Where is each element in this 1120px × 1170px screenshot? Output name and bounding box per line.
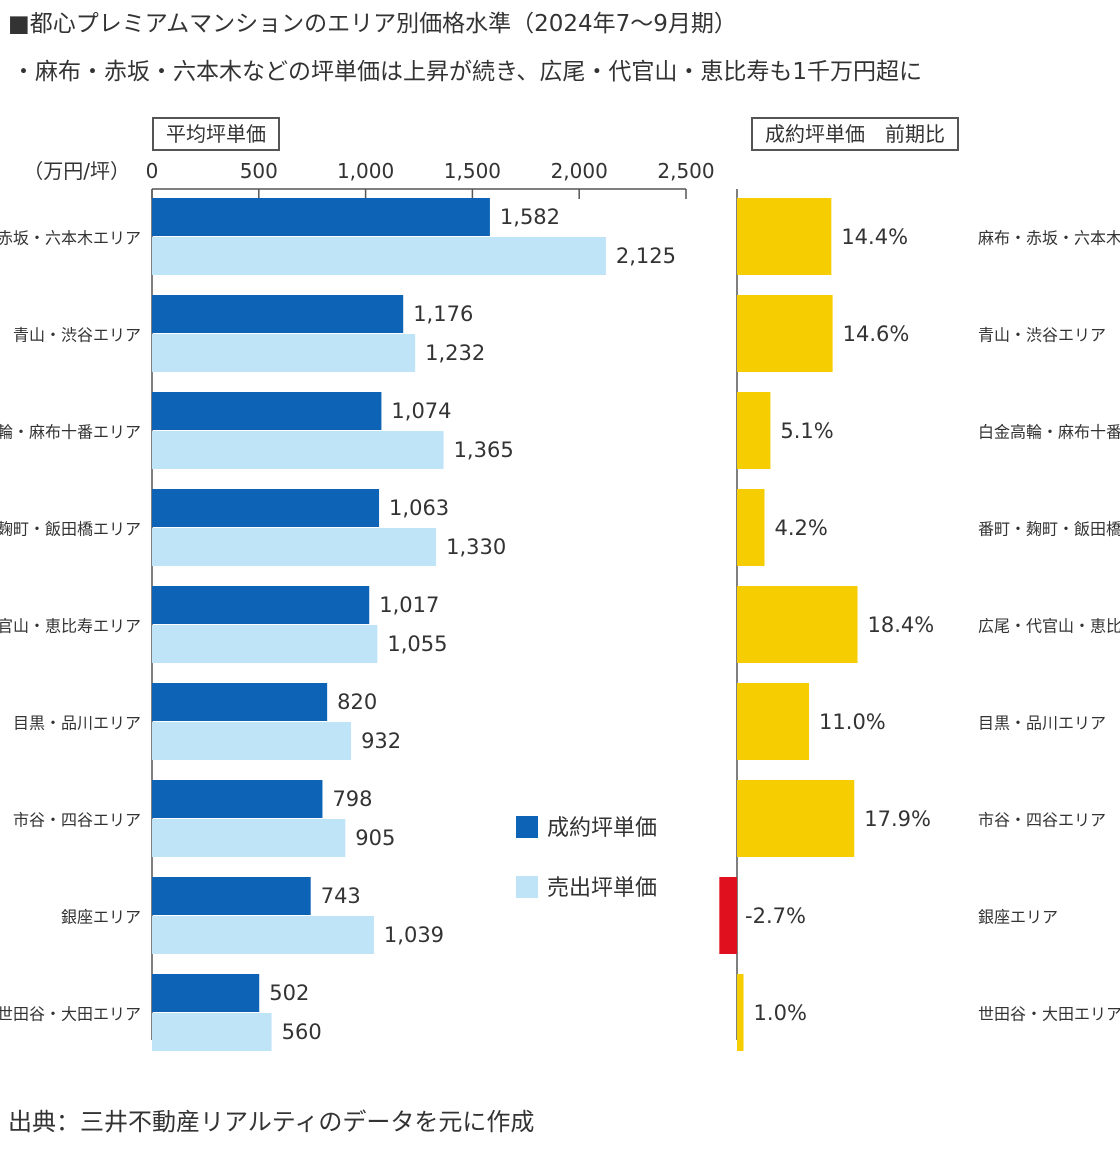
listing-price-label: 1,055 [387, 632, 447, 656]
change-value-label: 1.0% [754, 1001, 807, 1025]
listing-price-bar [152, 722, 352, 760]
change-bar [737, 586, 858, 663]
listing-price-label: 1,365 [454, 438, 514, 462]
source-note: 出典：三井不動産リアルティのデータを元に作成 [8, 1108, 535, 1136]
category-label-right: 市谷・四谷エリア [978, 811, 1106, 830]
category-label-left: 麻布・赤坂・六本木エリア [0, 229, 141, 248]
listing-price-bar [152, 431, 444, 469]
category-label-right: 銀座エリア [978, 908, 1058, 927]
change-value-label: 5.1% [780, 419, 833, 443]
change-bar [737, 198, 832, 275]
listing-price-label: 2,125 [616, 244, 676, 268]
change-value-label: 17.9% [864, 807, 931, 831]
change-bar [737, 780, 855, 857]
listing-price-bar [152, 237, 606, 275]
contract-price-bar [152, 974, 260, 1012]
change-value-label: 18.4% [868, 613, 935, 637]
chart-canvas: （万円/坪） 0 500 1,000 1,500 2,000 2,500 麻布・赤坂・六本木エ… [0, 159, 1120, 1051]
contract-price-label: 1,063 [389, 496, 449, 520]
category-label-left: 白金高輪・麻布十番エリア [0, 423, 141, 442]
change-value-label: -2.7% [745, 904, 806, 928]
category-label-right: 青山・渋谷エリア [978, 326, 1106, 345]
listing-price-label: 905 [355, 826, 395, 850]
category-label-right: 白金高輪・麻布十番エリア [978, 423, 1120, 442]
contract-price-label: 820 [337, 690, 377, 714]
contract-price-label: 798 [332, 787, 372, 811]
change-value-label: 11.0% [819, 710, 886, 734]
category-label-right: 番町・麹町・飯田橋エリア [978, 520, 1120, 539]
listing-price-bar [152, 916, 374, 954]
category-label-left: 世田谷・大田エリア [0, 1005, 141, 1024]
listing-price-bar [152, 334, 416, 372]
left-chart-title-box: 平均坪単価 [152, 117, 280, 151]
x-axis-unit-label: （万円/坪） [23, 159, 130, 183]
legend-swatch-listing [516, 876, 538, 898]
contract-price-label: 502 [269, 981, 309, 1005]
change-bar [737, 974, 744, 1051]
contract-price-bar [152, 877, 311, 915]
category-label-left: 広尾・代官山・恵比寿エリア [0, 617, 141, 636]
x-axis-tick-label: 0 [146, 159, 159, 183]
listing-price-bar [152, 625, 378, 663]
change-value-label: 14.6% [843, 322, 910, 346]
chart-title: ■都心プレミアムマンションのエリア別価格水準（2024年7～9月期） [8, 11, 737, 37]
legend-label-listing: 売出坪単価 [547, 876, 657, 901]
change-bar [737, 489, 765, 566]
contract-price-bar [152, 295, 404, 333]
x-axis-tick-label: 2,000 [551, 159, 608, 183]
contract-price-bar [152, 198, 490, 236]
contract-price-bar [152, 392, 382, 430]
category-label-right: 目黒・品川エリア [978, 714, 1106, 733]
category-label-left: 市谷・四谷エリア [13, 811, 141, 830]
legend-swatch-contract [516, 816, 538, 838]
x-axis-tick-label: 1,500 [444, 159, 501, 183]
category-label-right: 麻布・赤坂・六本木エリア [978, 229, 1120, 248]
listing-price-label: 1,039 [384, 923, 444, 947]
listing-price-bar [152, 528, 437, 566]
change-bar [737, 683, 810, 760]
x-axis-tick-label: 2,500 [657, 159, 714, 183]
listing-price-label: 1,330 [446, 535, 506, 559]
contract-price-bar [152, 586, 370, 624]
category-label-left: 青山・渋谷エリア [13, 326, 141, 345]
x-axis-tick-label: 500 [240, 159, 278, 183]
listing-price-bar [152, 1013, 272, 1051]
x-axis-tick-label: 1,000 [337, 159, 394, 183]
listing-price-label: 560 [282, 1020, 322, 1044]
category-label-left: 番町・麹町・飯田橋エリア [0, 520, 141, 539]
contract-price-label: 1,176 [413, 302, 473, 326]
listing-price-bar [152, 819, 346, 857]
change-bar [737, 392, 771, 469]
change-value-label: 4.2% [775, 516, 828, 540]
listing-price-label: 932 [361, 729, 401, 753]
contract-price-label: 1,074 [391, 399, 451, 423]
contract-price-label: 1,582 [500, 205, 560, 229]
change-value-label: 14.4% [841, 225, 908, 249]
change-bar [737, 295, 833, 372]
category-label-right: 広尾・代官山・恵比寿エリア [978, 617, 1120, 636]
category-label-right: 世田谷・大田エリア [978, 1005, 1120, 1024]
chart-subtitle: ・麻布・赤坂・六本木などの坪単価は上昇が続き、広尾・代官山・恵比寿も1千万円超に [12, 59, 923, 85]
category-label-left: 目黒・品川エリア [13, 714, 141, 733]
category-label-left: 銀座エリア [61, 908, 141, 927]
contract-price-bar [152, 489, 380, 527]
legend-label-contract: 成約坪単価 [547, 816, 657, 841]
contract-price-bar [152, 683, 328, 721]
listing-price-label: 1,232 [425, 341, 485, 365]
contract-price-label: 1,017 [379, 593, 439, 617]
right-chart-title-box: 成約坪単価 前期比 [751, 117, 959, 151]
contract-price-bar [152, 780, 323, 818]
contract-price-label: 743 [321, 884, 361, 908]
change-bar [719, 877, 737, 954]
